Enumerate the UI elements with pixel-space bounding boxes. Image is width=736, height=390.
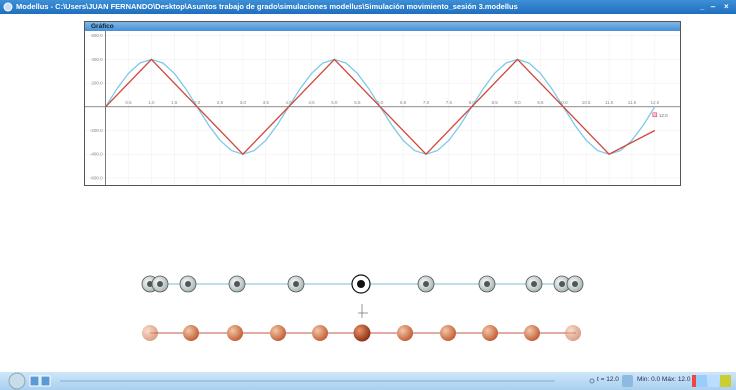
run-button[interactable] [9, 373, 25, 389]
ball-patch [559, 281, 565, 287]
ball-patch [293, 281, 299, 287]
y-tick-label: 200.0 [91, 81, 103, 86]
x-tick-label: 3.5 [263, 100, 270, 105]
ball-patch [572, 281, 578, 287]
x-tick-label: 7.0 [423, 100, 430, 105]
orange-ball [270, 325, 286, 341]
graph-header: Gráfico [85, 22, 680, 31]
option[interactable] [720, 375, 731, 387]
status-bar: t = 12.0 Min: 0.0 Máx: 12.0 [0, 372, 736, 390]
x-tick-label: 8.5 [492, 100, 499, 105]
title-bar: Modellus - C:\Users\JUAN FERNANDO\Deskto… [0, 0, 736, 14]
orange-ball [524, 325, 540, 341]
window-title: Modellus - C:\Users\JUAN FERNANDO\Deskto… [16, 0, 518, 14]
x-tick-label: 5.0 [331, 100, 338, 105]
ball-patch [484, 281, 490, 287]
x-tick-label: 4.5 [308, 100, 315, 105]
x-tick-label: 7.5 [446, 100, 453, 105]
ball-patch [357, 280, 365, 288]
graph-title: Gráfico [91, 23, 114, 30]
app: Modellus - C:\Users\JUAN FERNANDO\Deskto… [0, 0, 736, 390]
close[interactable]: × [724, 0, 729, 14]
reset[interactable] [622, 375, 633, 387]
time-range: Min: 0.0 Máx: 12.0 [637, 376, 690, 383]
y-tick-label: 600.0 [91, 33, 103, 38]
y-tick-label: -600.0 [90, 175, 103, 180]
ball-patch [157, 281, 163, 287]
view-b[interactable] [708, 375, 719, 387]
orange-ball [227, 325, 243, 341]
x-tick-label: 0.5 [125, 100, 132, 105]
x-tick-label: 2.5 [217, 100, 224, 105]
controls [0, 372, 736, 390]
orange-ball-current [354, 325, 371, 342]
y-tick-label: 400.0 [91, 57, 103, 62]
ball-patch [234, 281, 240, 287]
app-icon [3, 2, 13, 12]
x-tick-label: 9.5 [537, 100, 544, 105]
end-label: 12.0 [659, 113, 668, 118]
step-back[interactable] [30, 376, 39, 386]
x-tick-label: 9.0 [514, 100, 521, 105]
view-a[interactable] [696, 375, 707, 387]
orange-ball [440, 325, 456, 341]
x-tick-label: 12.0 [650, 100, 659, 105]
x-tick-label: 3.0 [240, 100, 247, 105]
x-tick-label: 5.5 [354, 100, 361, 105]
y-tick-label: -200.0 [90, 128, 103, 133]
x-tick-label: 11.5 [628, 100, 637, 105]
ball-patch [423, 281, 429, 287]
minimize[interactable]: _ [700, 0, 704, 14]
y-tick-label: -400.0 [90, 152, 103, 157]
x-tick-label: 11.0 [605, 100, 614, 105]
x-tick-label: 1.0 [148, 100, 155, 105]
animation-area [0, 260, 736, 350]
orange-ball [565, 325, 581, 341]
orange-ball [183, 325, 199, 341]
x-tick-label: 6.5 [400, 100, 407, 105]
orange-ball [312, 325, 328, 341]
ball-patch [185, 281, 191, 287]
x-tick-label: 1.5 [171, 100, 178, 105]
time-value: t = 12.0 [597, 376, 619, 383]
ball-patch [531, 281, 537, 287]
orange-ball [142, 325, 158, 341]
step-forward[interactable] [41, 376, 50, 386]
x-tick-label: 10.5 [582, 100, 591, 105]
orange-ball [482, 325, 498, 341]
end-marker [653, 113, 657, 117]
orange-ball [397, 325, 413, 341]
maximize[interactable]: ⎯ [711, 0, 715, 14]
